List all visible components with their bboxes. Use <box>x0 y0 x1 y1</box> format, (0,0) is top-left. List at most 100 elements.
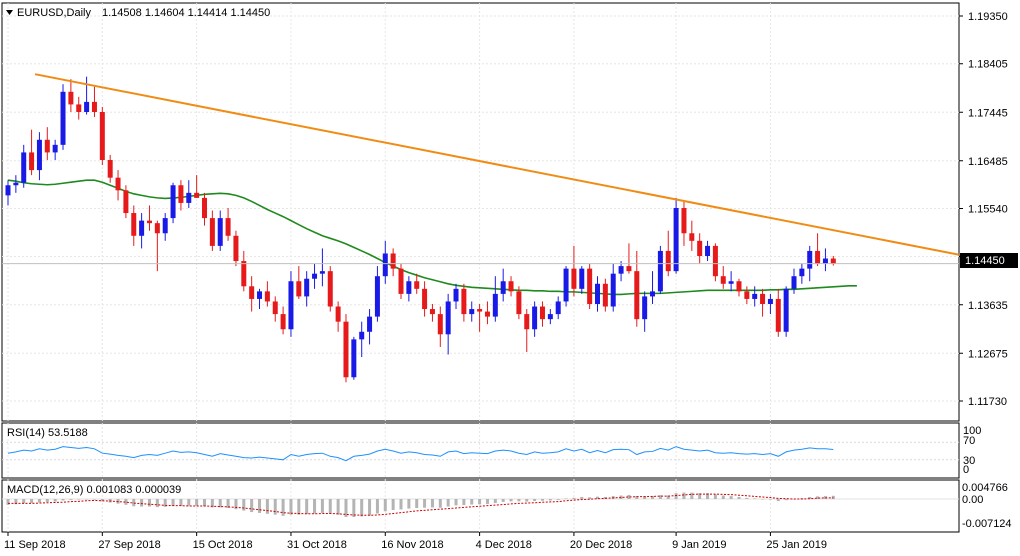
candle-body <box>602 283 608 307</box>
candle <box>681 200 687 246</box>
macd-histogram-bar <box>226 499 230 508</box>
macd-histogram-bar <box>352 499 356 517</box>
chart-ohlc: 1.14508 1.14604 1.14414 1.14450 <box>102 7 270 19</box>
candle <box>76 96 82 120</box>
date-tick-label: 4 Dec 2018 <box>476 539 532 551</box>
macd-histogram-bar <box>305 499 309 515</box>
candle <box>335 301 341 332</box>
macd-histogram-bar <box>368 499 372 516</box>
candle <box>217 210 223 251</box>
macd-histogram-bar <box>171 499 175 506</box>
price-tick-label: 1.18405 <box>968 59 1008 71</box>
macd-histogram-bar <box>234 499 238 510</box>
macd-histogram-bar <box>776 499 780 502</box>
candle-body <box>712 245 718 277</box>
candle-body <box>84 101 90 112</box>
macd-histogram-bar <box>132 499 136 507</box>
candle-body <box>547 314 553 320</box>
candle <box>712 243 718 282</box>
macd-histogram-bar <box>525 499 529 502</box>
macd-histogram-bar <box>682 492 686 499</box>
macd-histogram-bar <box>203 499 206 507</box>
candle-body <box>233 235 239 262</box>
candle-body <box>257 291 263 299</box>
macd-level-top: 0.004766 <box>962 482 1008 494</box>
date-axis: 11 Sep 2018 27 Sep 2018 15 Oct 2018 31 Oct … <box>4 532 827 551</box>
candle-body <box>178 185 184 203</box>
candle <box>272 296 278 322</box>
candle-body <box>44 139 50 153</box>
candle <box>367 309 373 345</box>
macd-histogram-bar <box>548 499 552 501</box>
candle <box>5 180 11 206</box>
macd-histogram-bar <box>391 499 395 511</box>
candle <box>563 266 569 307</box>
candle-body <box>21 152 27 183</box>
candle-body <box>461 288 467 315</box>
candle-body <box>799 268 805 277</box>
macd-histogram-bar <box>77 499 81 500</box>
candle <box>249 276 255 312</box>
price-tick-label: 1.12675 <box>968 348 1008 360</box>
macd-histogram-bar <box>713 494 717 499</box>
candle <box>799 263 805 284</box>
candle <box>225 207 231 241</box>
macd-histogram-bar <box>627 494 631 499</box>
candle <box>539 301 545 327</box>
candle <box>665 230 671 277</box>
macd-histogram-bar <box>430 499 434 508</box>
macd-histogram-bar <box>761 499 765 500</box>
candle-body <box>186 192 192 203</box>
candle-body <box>382 253 388 277</box>
macd-histogram-bar <box>509 499 513 502</box>
rsi-level-100: 100 <box>963 425 981 437</box>
candle-body <box>272 301 278 315</box>
dropdown-triangle-icon[interactable] <box>6 10 13 15</box>
resistance-trendline[interactable] <box>34 73 960 256</box>
macd-histogram-bar <box>674 493 678 499</box>
candle-body <box>146 220 152 224</box>
candle-body <box>131 213 137 236</box>
macd-histogram-bar <box>85 499 89 500</box>
candle <box>68 79 74 112</box>
candle-body <box>484 311 490 317</box>
macd-histogram-bar <box>651 496 655 499</box>
candle <box>422 281 428 317</box>
candle <box>304 271 310 307</box>
candle-body <box>398 268 404 294</box>
candle <box>610 263 616 312</box>
candle <box>382 240 388 284</box>
candle <box>280 306 286 335</box>
macd-histogram-bar <box>517 499 521 502</box>
candle <box>445 293 451 355</box>
candle <box>650 271 656 304</box>
candle <box>209 210 215 251</box>
candle <box>484 301 490 325</box>
candle <box>728 271 734 292</box>
candle-body <box>367 316 373 332</box>
rsi-level-0: 0 <box>963 464 969 476</box>
price-pane[interactable] <box>1 2 960 422</box>
candle-body <box>437 314 443 335</box>
candle-body <box>162 218 168 234</box>
macd-histogram-bar <box>485 499 489 504</box>
macd-histogram-bar <box>147 499 151 507</box>
candle-body <box>673 207 679 272</box>
candle-body <box>414 281 420 289</box>
candle-body <box>681 207 687 234</box>
rsi-pane[interactable] <box>1 422 960 479</box>
rsi-label: RSI(14) 53.5188 <box>7 427 88 439</box>
macd-histogram-bar <box>45 499 49 502</box>
candle-body <box>351 339 357 378</box>
price-tick-label: 1.15540 <box>968 204 1008 216</box>
candle-body <box>775 298 781 332</box>
macd-histogram-bar <box>250 499 254 513</box>
macd-histogram-bar <box>478 499 482 505</box>
candle-body <box>767 298 773 304</box>
candle-body <box>217 218 223 246</box>
macd-histogram-bar <box>265 499 269 514</box>
candle <box>146 205 152 231</box>
candle-body <box>555 301 561 315</box>
chart-symbol: EURUSD,Daily <box>17 7 91 19</box>
